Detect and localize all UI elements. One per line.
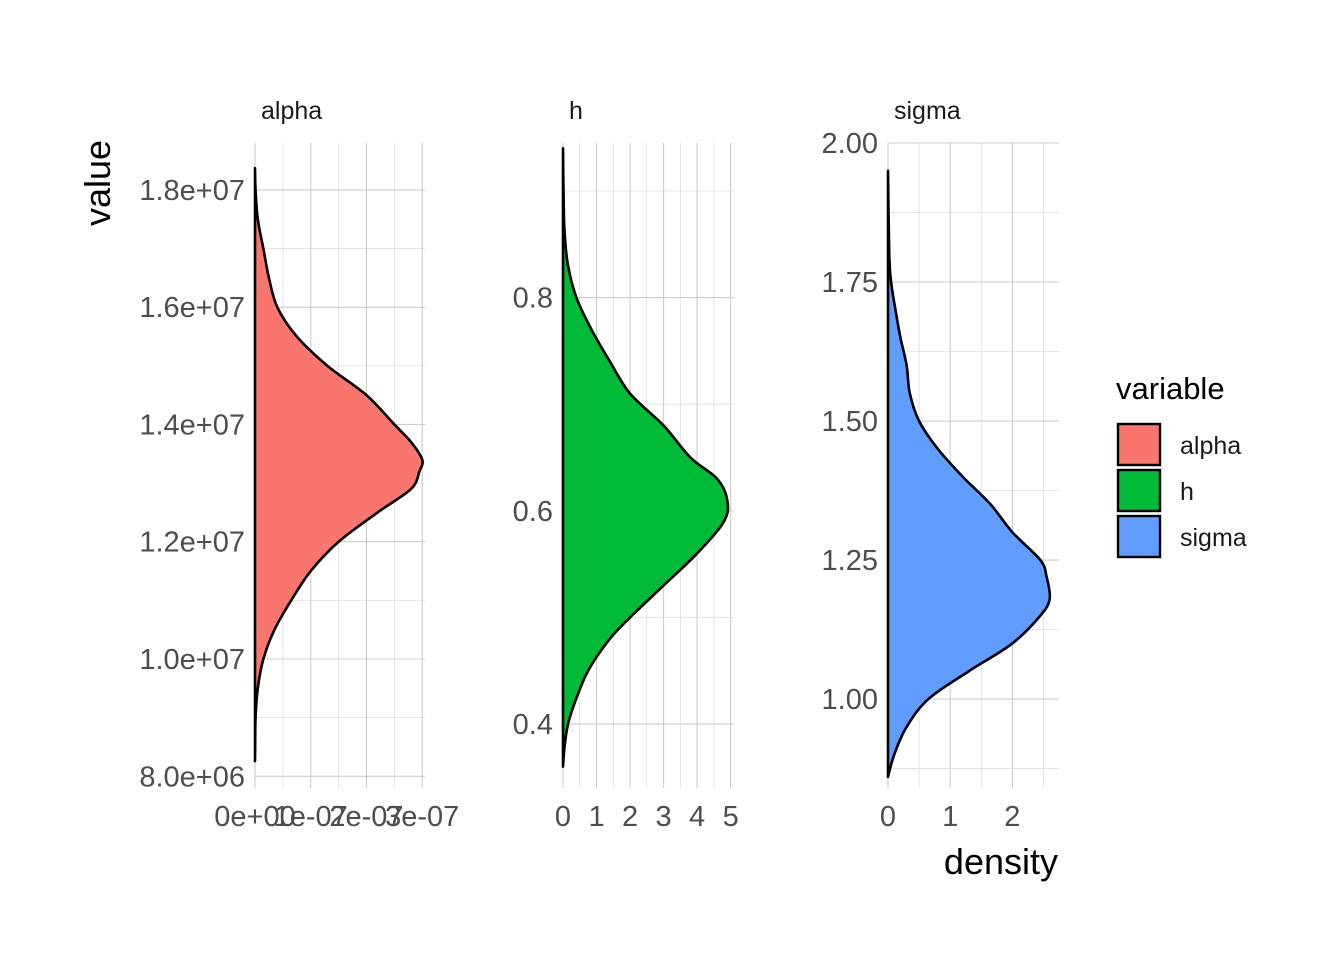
y-tick-label: 8.0e+06 bbox=[139, 761, 245, 793]
y-axis-title: value bbox=[77, 140, 118, 226]
facet-label-h: h bbox=[569, 97, 583, 125]
legend-title: variable bbox=[1116, 371, 1225, 406]
y-tick-label: 1.50 bbox=[822, 406, 878, 438]
x-tick-label: 1e-07 bbox=[274, 801, 348, 833]
facet-label-alpha: alpha bbox=[261, 97, 322, 125]
panel-h: 0 1 2 3 4 5 0.4 0.6 0.8 h bbox=[513, 97, 739, 833]
x-tick-label: 4 bbox=[689, 801, 705, 833]
facet-label-sigma: sigma bbox=[894, 97, 961, 125]
y-tick-label: 2.00 bbox=[822, 128, 878, 160]
density-area-alpha bbox=[253, 166, 424, 763]
y-tick-label: 1.4e+07 bbox=[139, 409, 245, 441]
y-tick-label: 1.2e+07 bbox=[139, 527, 245, 559]
y-tick-label: 0.6 bbox=[513, 496, 553, 528]
y-tick-label: 1.75 bbox=[822, 267, 878, 299]
density-area-h bbox=[561, 147, 730, 768]
x-tick-label: 1 bbox=[588, 801, 604, 833]
y-tick-label: 1.0e+07 bbox=[139, 644, 245, 676]
legend-swatch-h bbox=[1116, 468, 1162, 513]
legend-swatch-sigma bbox=[1116, 514, 1162, 559]
legend-label-alpha: alpha bbox=[1180, 432, 1241, 460]
y-tick-label: 1.6e+07 bbox=[139, 292, 245, 324]
x-tick-label: 0 bbox=[555, 801, 571, 833]
y-tick-label: 1.8e+07 bbox=[139, 175, 245, 207]
x-tick-label: 5 bbox=[723, 801, 739, 833]
x-tick-label: 1 bbox=[942, 801, 958, 833]
legend-swatch-alpha bbox=[1116, 422, 1162, 467]
y-tick-label: 0.8 bbox=[513, 283, 553, 315]
panel-sigma: 0 1 2 1.00 1.25 1.50 1.75 2.00 sigma bbox=[822, 97, 1059, 833]
density-area-sigma bbox=[886, 169, 1052, 779]
y-tick-label: 1.25 bbox=[822, 545, 878, 577]
x-tick-label: 3 bbox=[656, 801, 672, 833]
x-tick-label: 0 bbox=[880, 801, 896, 833]
legend-label-h: h bbox=[1180, 478, 1194, 506]
x-axis-title: density bbox=[944, 841, 1058, 882]
legend-label-sigma: sigma bbox=[1180, 524, 1247, 552]
legend: variable alpha h sigma bbox=[1116, 371, 1247, 559]
x-tick-label: 2 bbox=[1004, 801, 1020, 833]
y-tick-label: 0.4 bbox=[513, 709, 553, 741]
y-tick-label: 1.00 bbox=[822, 684, 878, 716]
x-tick-label: 0e+00 bbox=[214, 801, 295, 833]
x-tick-label: 3e-07 bbox=[385, 801, 459, 833]
x-tick-label: 2e-07 bbox=[329, 801, 403, 833]
x-tick-label: 2 bbox=[622, 801, 638, 833]
